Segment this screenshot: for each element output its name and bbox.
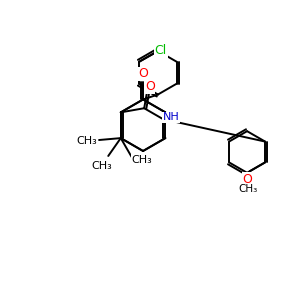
Text: NH: NH bbox=[135, 154, 153, 167]
Text: CH₃: CH₃ bbox=[77, 136, 98, 146]
Text: CH₃: CH₃ bbox=[131, 155, 152, 165]
Text: O: O bbox=[243, 173, 253, 186]
Text: O: O bbox=[145, 80, 155, 93]
Text: O: O bbox=[138, 67, 148, 80]
Text: NH: NH bbox=[163, 112, 179, 122]
Text: CH₃: CH₃ bbox=[91, 161, 112, 171]
Text: Cl: Cl bbox=[155, 44, 167, 57]
Text: CH₃: CH₃ bbox=[238, 184, 257, 194]
